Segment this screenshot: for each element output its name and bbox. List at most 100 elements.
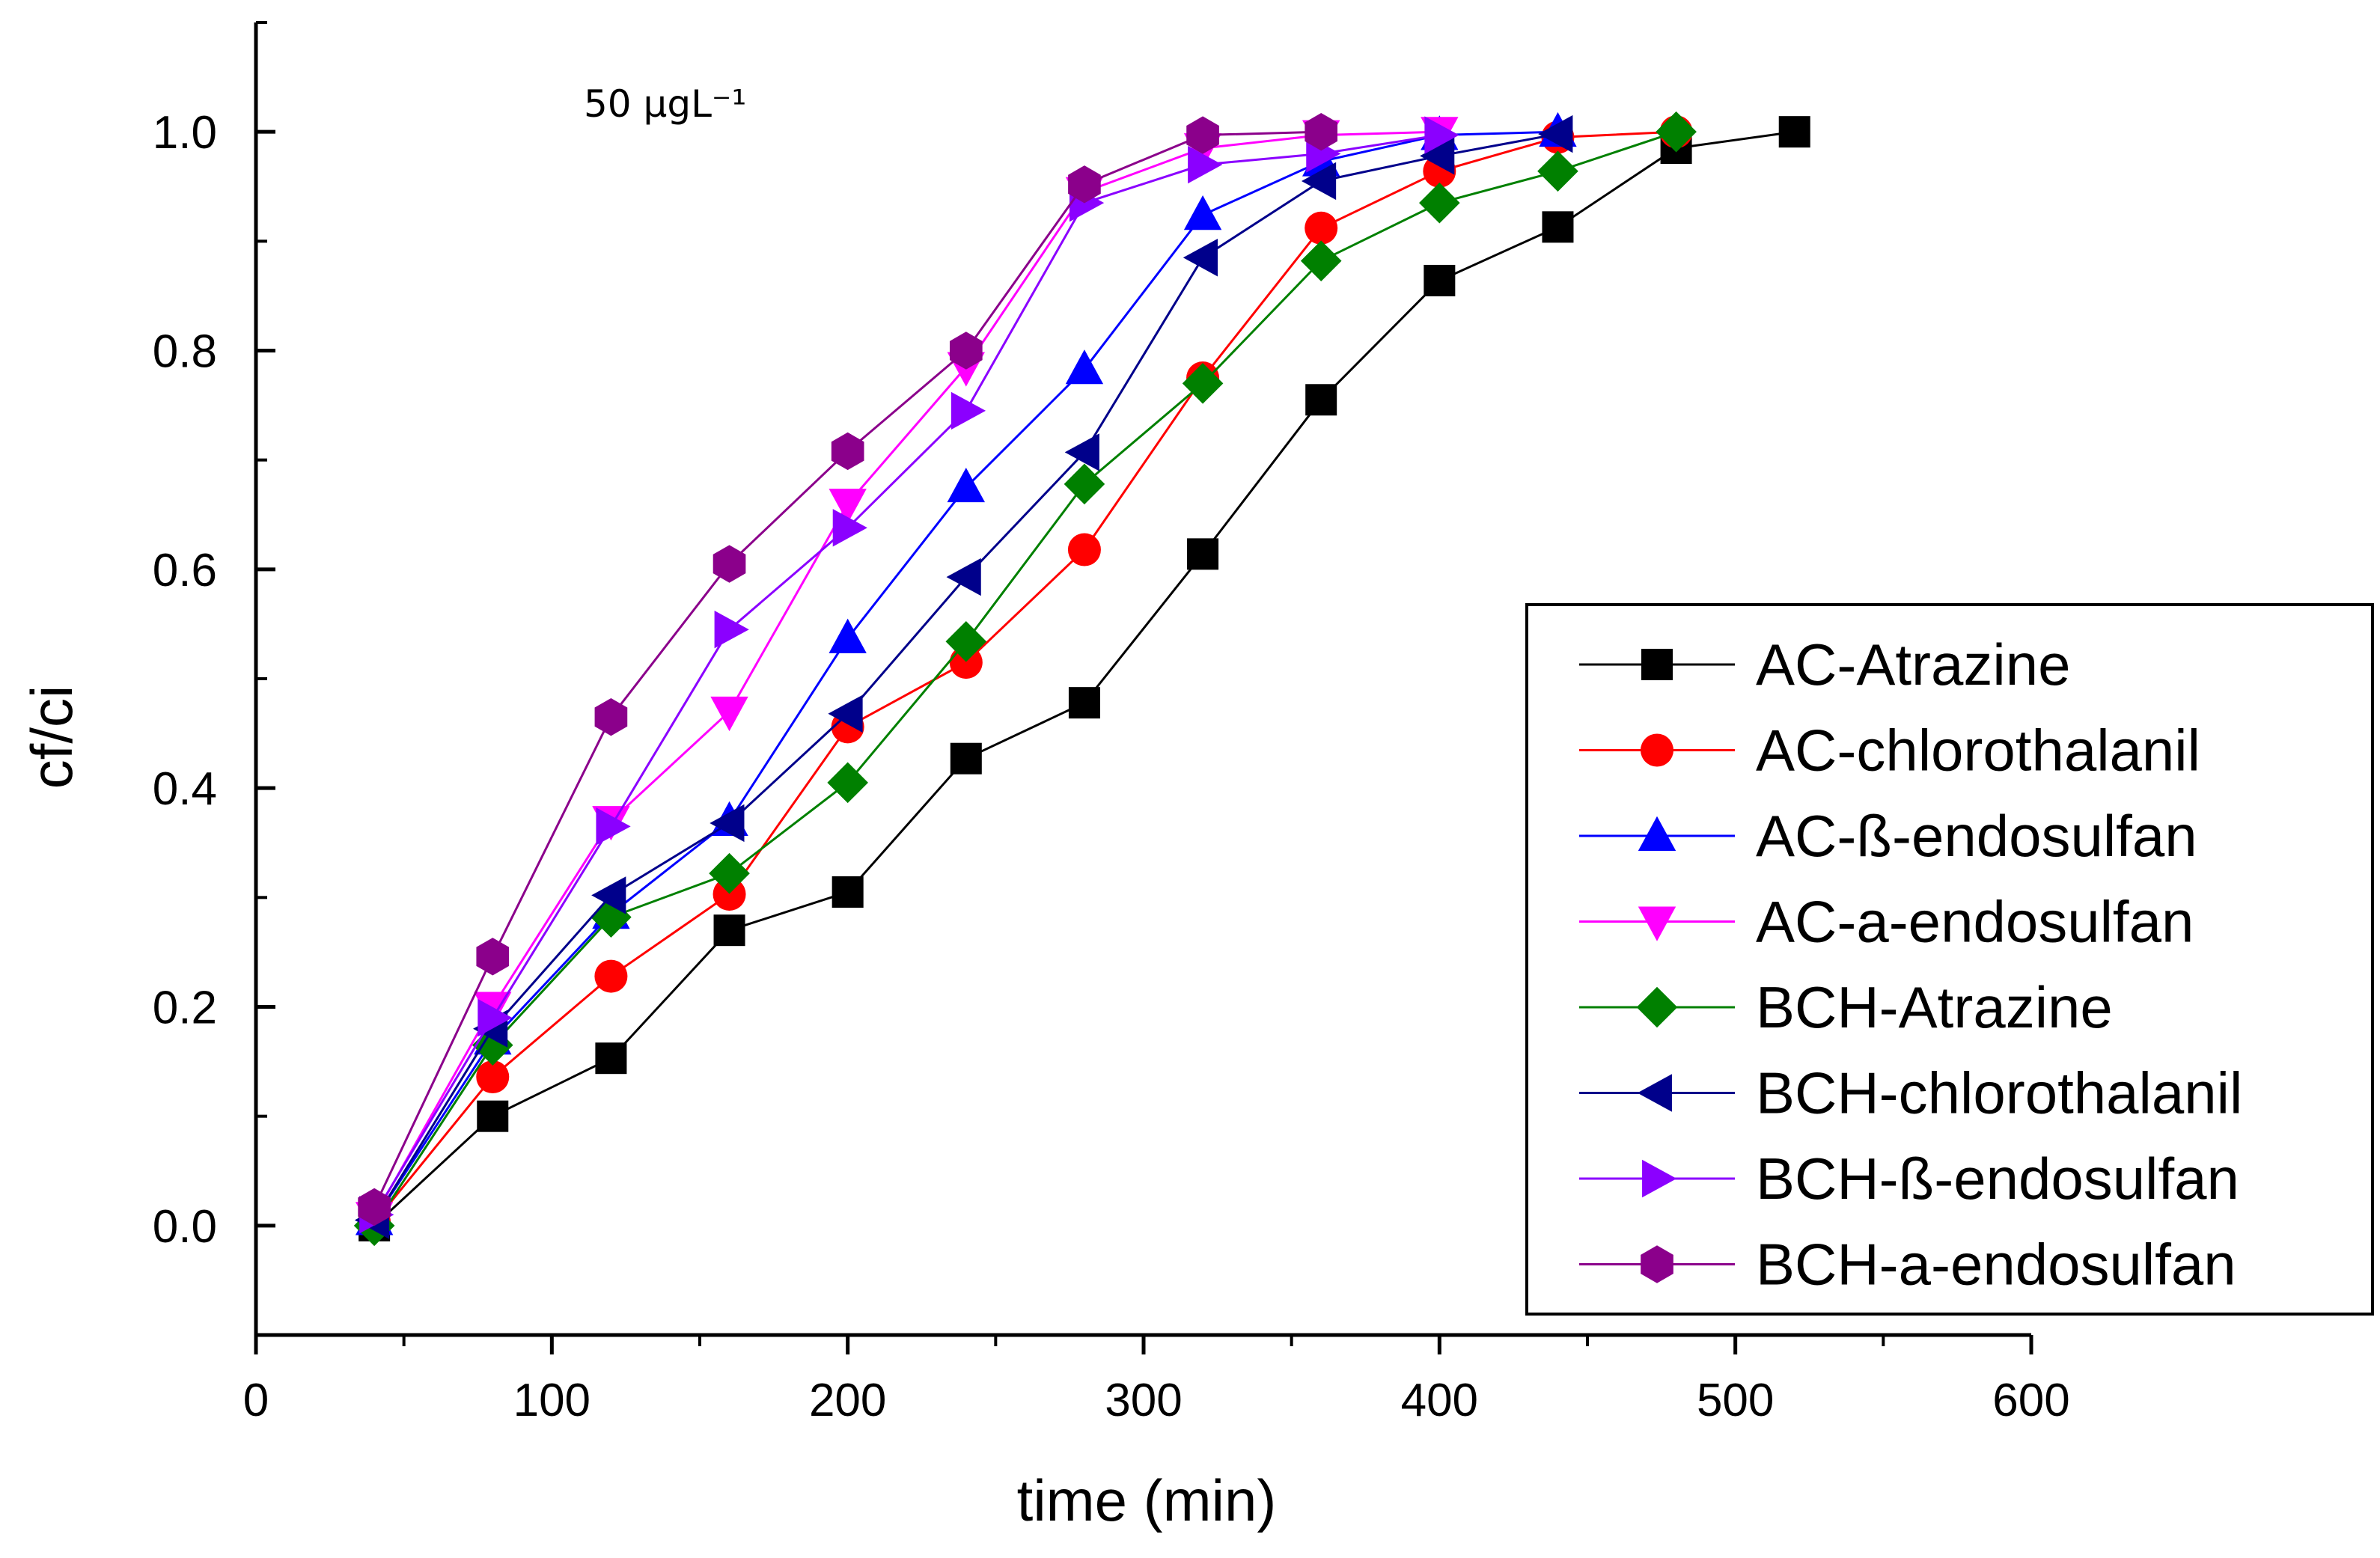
x-axis-title: time (min) <box>1017 1467 1277 1533</box>
data-point <box>1305 384 1337 416</box>
legend-label: AC-a-endosulfan <box>1756 889 2194 955</box>
data-point <box>832 876 864 908</box>
axes: 0 100 200 300 400 500 600 0.0 0.2 0.4 0.6 0.8 1.0 <box>153 21 2070 1426</box>
data-point <box>476 938 510 976</box>
series-line <box>373 130 1440 1218</box>
y-tick-label: 1.0 <box>153 107 217 159</box>
legend-item: AC-Atrazine <box>1579 632 2070 697</box>
data-point <box>713 914 745 947</box>
legend-box <box>1525 603 2374 1316</box>
data-point <box>1300 240 1342 281</box>
legend-marker <box>1641 733 1673 767</box>
series-line <box>373 130 1322 1208</box>
data-point <box>829 618 867 653</box>
series-line <box>373 130 1676 1224</box>
data-point <box>1064 463 1105 505</box>
legend-label: AC-chlorothalanil <box>1756 718 2200 783</box>
series-line <box>373 130 1677 1226</box>
data-point <box>1424 116 1459 154</box>
y-axis-title: cf/ci <box>19 685 85 789</box>
data-point <box>949 332 983 370</box>
legend-label: BCH-Atrazine <box>1756 974 2113 1040</box>
data-point <box>1188 145 1223 184</box>
data-point <box>832 509 867 547</box>
x-tick-label: 100 <box>513 1375 591 1426</box>
data-point <box>1068 165 1101 204</box>
data-point <box>358 1188 391 1226</box>
data-point <box>1301 162 1337 201</box>
series-2 <box>358 115 1693 1239</box>
data-point <box>831 432 864 471</box>
legend-marker <box>1642 1159 1677 1198</box>
legend-item: AC-chlorothalanil <box>1579 718 2200 783</box>
data-point <box>476 1060 510 1094</box>
data-point <box>1187 538 1219 570</box>
data-point <box>594 697 628 736</box>
y-tick-label: 0.4 <box>153 763 217 815</box>
data-point <box>1065 349 1104 385</box>
data-point <box>1183 195 1222 230</box>
data-point <box>1419 182 1460 224</box>
data-point <box>1186 116 1219 154</box>
data-point <box>1305 112 1338 151</box>
legend: AC-Atrazine AC-chlorothalanil AC-ß-endosul… <box>1525 603 2374 1316</box>
data-point <box>827 762 868 804</box>
legend-label: BCH-a-endosulfan <box>1756 1232 2236 1298</box>
series-5 <box>353 111 1697 1247</box>
data-point <box>1182 363 1224 404</box>
data-point <box>950 742 982 775</box>
series-layer <box>353 111 1810 1247</box>
legend-item: BCH-a-endosulfan <box>1579 1232 2236 1298</box>
data-point <box>477 998 513 1037</box>
data-point <box>477 1100 509 1132</box>
legend-marker <box>1638 816 1676 851</box>
data-point <box>591 876 626 914</box>
x-tick-label: 0 <box>243 1375 269 1426</box>
data-point <box>1537 150 1578 192</box>
legend-item: AC-a-endosulfan <box>1579 889 2194 955</box>
data-point <box>709 852 750 894</box>
data-point <box>945 621 987 662</box>
data-point <box>1420 137 1455 175</box>
legend-label: BCH-chlorothalanil <box>1756 1060 2242 1126</box>
data-point <box>1538 114 1573 153</box>
x-tick-label: 300 <box>1105 1375 1182 1426</box>
legend-label: AC-ß-endosulfan <box>1756 803 2197 869</box>
data-point <box>1064 433 1099 471</box>
legend-marker <box>1641 1245 1673 1283</box>
data-point <box>1778 116 1810 148</box>
x-tick-label: 400 <box>1401 1375 1478 1426</box>
data-point <box>1068 687 1100 719</box>
data-point <box>596 807 631 846</box>
y-tick-label: 0.8 <box>153 326 217 378</box>
x-tick-label: 200 <box>809 1375 886 1426</box>
series-4 <box>355 117 1459 1237</box>
legend-item: BCH-ß-endosulfan <box>1579 1146 2239 1212</box>
legend-item: AC-ß-endosulfan <box>1579 803 2197 869</box>
data-point <box>710 696 748 732</box>
data-point <box>713 877 746 911</box>
series-line <box>373 134 1440 1215</box>
data-point <box>829 489 867 524</box>
legend-marker <box>1638 906 1676 941</box>
x-tick-label: 500 <box>1697 1375 1774 1426</box>
data-point <box>714 611 749 649</box>
legend-label: BCH-ß-endosulfan <box>1756 1146 2239 1212</box>
data-point <box>947 467 985 503</box>
series-7 <box>359 116 1459 1234</box>
legend-marker <box>1641 649 1673 680</box>
legend-marker <box>1636 986 1678 1028</box>
data-point <box>1424 264 1456 296</box>
data-point <box>594 959 628 993</box>
data-point <box>951 391 986 430</box>
data-point <box>595 1042 627 1075</box>
data-point <box>1183 239 1218 277</box>
y-tick-label: 0.0 <box>153 1201 217 1253</box>
data-point <box>710 804 745 843</box>
legend-marker <box>1637 1074 1672 1112</box>
legend-item: BCH-Atrazine <box>1579 974 2113 1040</box>
data-point <box>1305 211 1338 245</box>
legend-item: BCH-chlorothalanil <box>1579 1060 2242 1126</box>
data-point <box>946 557 981 596</box>
